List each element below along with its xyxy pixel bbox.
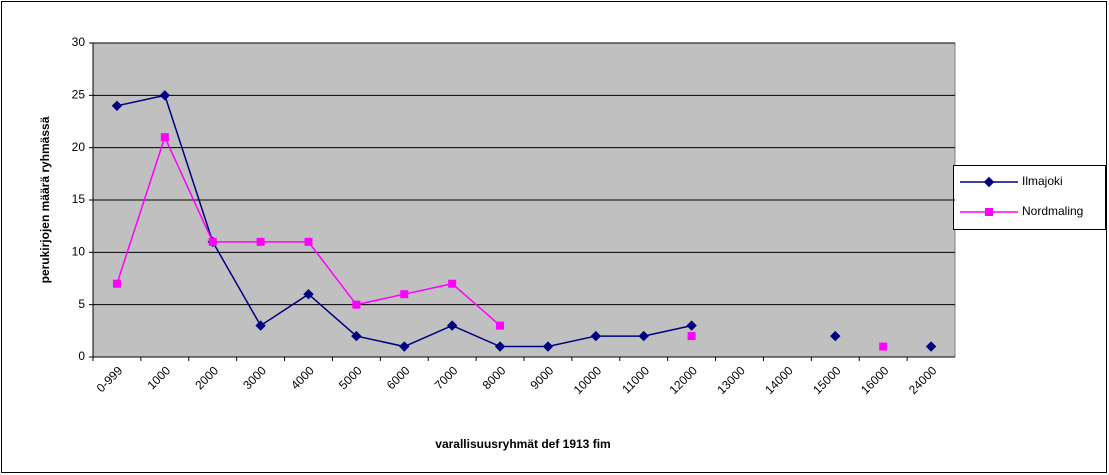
point bbox=[590, 330, 602, 342]
y-tick-label: 25 bbox=[72, 88, 86, 102]
legend-box bbox=[953, 165, 1106, 230]
point bbox=[351, 330, 362, 342]
point bbox=[542, 341, 554, 352]
legend-marker bbox=[983, 176, 995, 188]
y-tick-label: 5 bbox=[78, 297, 85, 311]
point bbox=[399, 341, 410, 352]
x-axis-title: varallisuusryhmät def 1913 fim bbox=[435, 437, 610, 451]
point bbox=[448, 279, 457, 288]
point bbox=[687, 332, 696, 341]
point bbox=[638, 330, 649, 342]
legend-label: Nordmaling bbox=[1022, 204, 1083, 218]
legend-label: Ilmajoki bbox=[1022, 174, 1063, 188]
point bbox=[304, 237, 313, 246]
y-tick-label: 30 bbox=[72, 35, 86, 49]
point bbox=[879, 342, 888, 351]
point bbox=[256, 237, 265, 246]
point bbox=[830, 330, 841, 342]
point bbox=[255, 320, 266, 331]
y-tick-label: 10 bbox=[72, 245, 86, 259]
point bbox=[112, 279, 121, 288]
legend-marker bbox=[985, 208, 993, 216]
y-axis-title: perukirjojen määrä ryhmässä bbox=[38, 116, 52, 283]
y-tick-label: 15 bbox=[72, 192, 86, 206]
point bbox=[111, 100, 123, 112]
y-tick-label: 20 bbox=[72, 140, 86, 154]
point bbox=[208, 237, 217, 246]
point bbox=[160, 133, 169, 142]
point bbox=[686, 320, 697, 331]
point bbox=[446, 320, 458, 331]
point bbox=[496, 321, 505, 330]
point bbox=[494, 341, 506, 352]
point bbox=[352, 300, 361, 309]
point bbox=[400, 290, 409, 299]
y-tick-label: 0 bbox=[78, 349, 85, 363]
point bbox=[925, 341, 937, 352]
point bbox=[159, 90, 171, 101]
point bbox=[303, 288, 314, 300]
